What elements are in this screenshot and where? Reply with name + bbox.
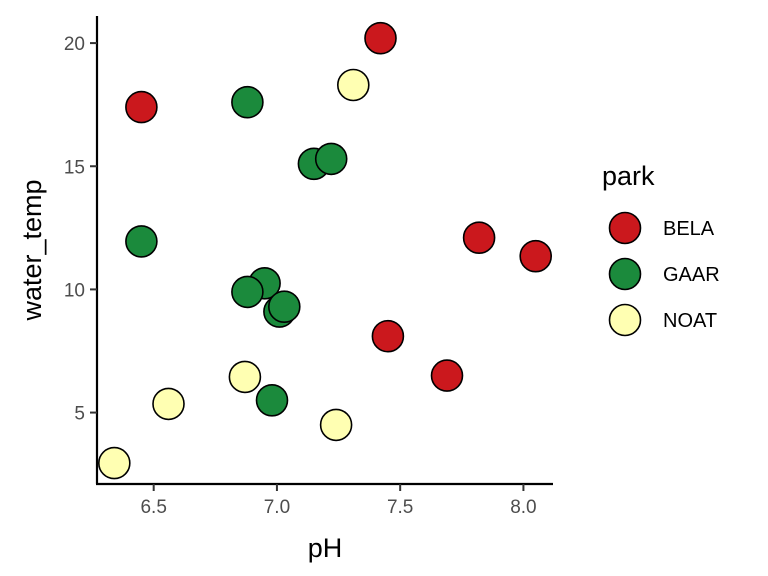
x-tick-label-0: 6.5 (140, 497, 166, 518)
point-gaar-0 (231, 85, 264, 119)
legend: park BELA GAAR NOAT (602, 161, 720, 337)
point-bela-4 (371, 319, 405, 353)
legend-label-noat: NOAT (663, 310, 717, 332)
point-bela-5 (430, 359, 464, 392)
ticks-layer: 6.5 7.0 7.5 8.0 5 10 15 20 (64, 34, 537, 518)
y-tick-label-2: 15 (64, 157, 85, 178)
y-tick-label-1: 10 (64, 280, 85, 301)
x-tick-label-2: 7.5 (387, 497, 413, 518)
y-axis-title: water_temp (17, 179, 47, 321)
point-bela-1 (364, 21, 397, 55)
point-bela-3 (519, 239, 553, 273)
point-noat-0 (336, 68, 370, 102)
legend-label-gaar: GAAR (663, 264, 720, 286)
x-tick-label-3: 8.0 (510, 497, 536, 518)
point-gaar-7 (267, 290, 301, 324)
point-gaar-5 (231, 275, 264, 309)
legend-title: park (602, 161, 655, 191)
point-gaar-8 (255, 383, 289, 417)
point-noat-3 (319, 408, 353, 442)
legend-key-gaar (608, 257, 642, 291)
legend-key-bela (608, 211, 642, 245)
y-tick-label-3: 20 (64, 34, 85, 55)
x-tick-label-1: 7.0 (264, 497, 290, 518)
point-noat-4 (98, 446, 131, 480)
legend-key-noat (608, 303, 642, 337)
axes-layer (95, 16, 553, 486)
point-noat-2 (152, 387, 185, 421)
x-axis-title: pH (308, 533, 343, 563)
point-bela-0 (125, 90, 158, 124)
legend-label-bela: BELA (663, 218, 715, 240)
point-gaar-2 (314, 142, 348, 176)
point-gaar-3 (125, 225, 158, 258)
point-noat-1 (228, 360, 262, 394)
points-layer (98, 21, 553, 480)
y-tick-label-0: 5 (74, 404, 85, 425)
point-bela-2 (462, 221, 496, 254)
